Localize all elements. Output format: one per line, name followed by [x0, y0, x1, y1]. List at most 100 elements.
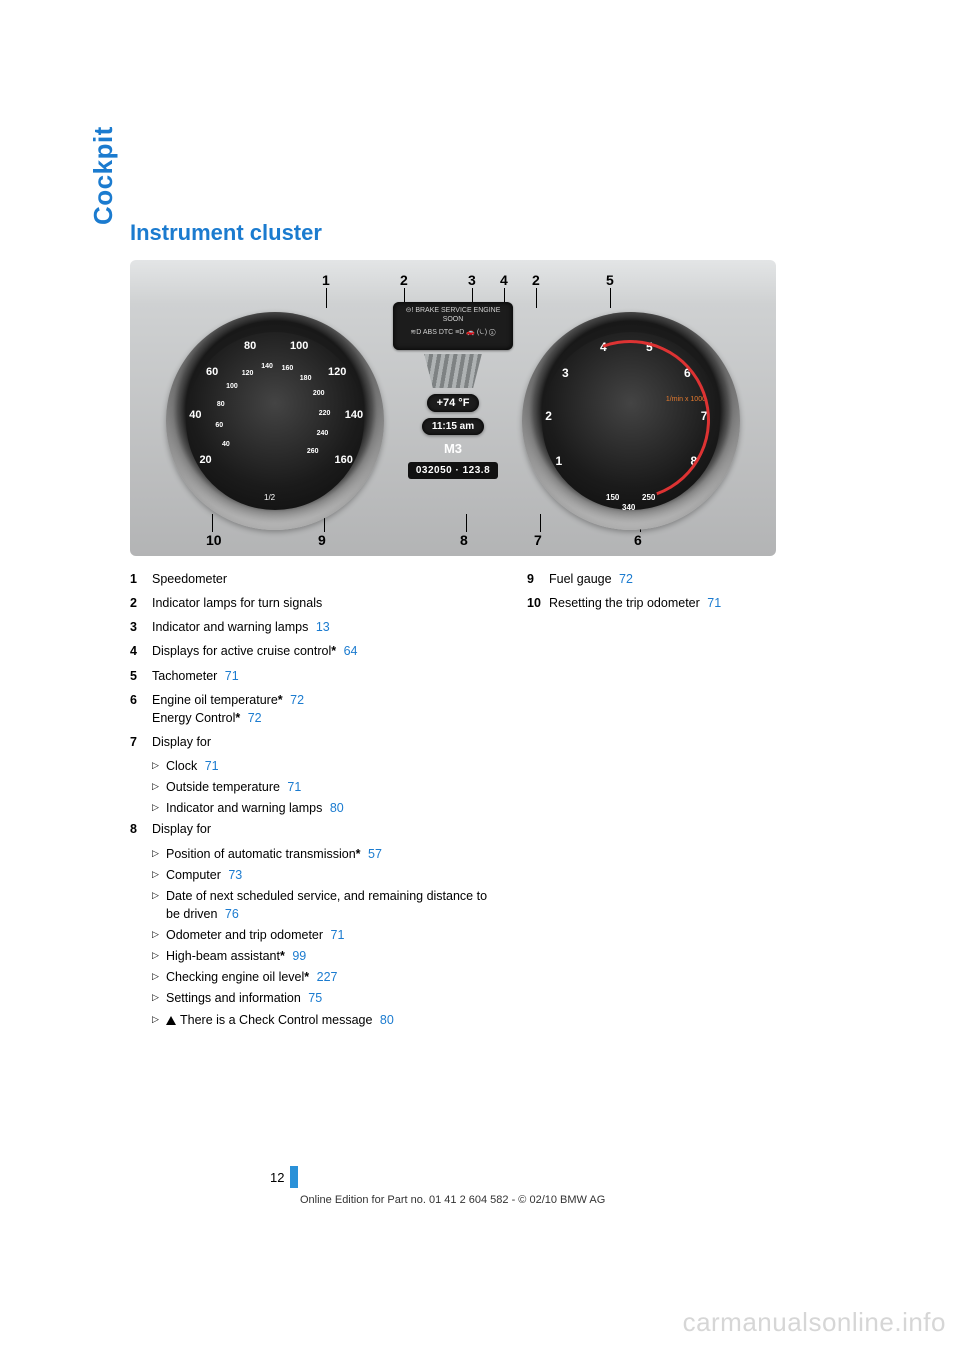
legend-subitem: ▷Position of automatic transmission* 57: [152, 845, 503, 863]
legend-item-number: 7: [130, 733, 152, 751]
page-reference-link[interactable]: 71: [707, 596, 721, 610]
legend-subitem: ▷Clock 71: [152, 757, 503, 775]
gauge-tick: 60: [206, 366, 218, 378]
page-reference-link[interactable]: 227: [317, 970, 338, 984]
page-reference-link[interactable]: 75: [308, 991, 322, 1005]
side-tab-label: Cockpit: [88, 126, 119, 225]
page-reference-link[interactable]: 72: [248, 711, 262, 725]
warning-mid-row: ≋D ABS DTC ≡D 🚗 (⏾) ⓐ: [399, 328, 507, 337]
warning-lamp-panel: ⊝! BRAKE SERVICE ENGINE SOON ≋D ABS DTC …: [393, 302, 513, 350]
oil-right-label: 250: [642, 493, 655, 502]
tachometer-gauge: 12345678 1/min x 1000 150 250 340: [522, 312, 740, 530]
legend-subitem: ▷Computer 73: [152, 866, 503, 884]
legend-item-text: Speedometer: [152, 572, 227, 586]
triangle-bullet-icon: ▷: [152, 926, 166, 944]
triangle-bullet-icon: ▷: [152, 757, 166, 775]
page-reference-link[interactable]: 13: [316, 620, 330, 634]
legend-item-number: 8: [130, 820, 152, 838]
warning-top-row: ⊝! BRAKE SERVICE ENGINE SOON: [399, 306, 507, 324]
gauge-tick: 60: [215, 422, 223, 429]
odometer-display: 032050 · 123.8: [408, 462, 498, 479]
page-reference-link[interactable]: 73: [228, 868, 242, 882]
legend-item-text: Display for: [152, 822, 211, 836]
cruise-display-icon: [417, 354, 489, 388]
legend-subitem-text: Date of next scheduled service, and rema…: [166, 887, 503, 923]
oil-left-label: 150: [606, 493, 619, 502]
oil-mid-label: 340: [622, 503, 635, 512]
legend-subitem-text: Settings and information 75: [166, 989, 322, 1007]
page-number-bar-icon: [290, 1166, 298, 1188]
triangle-bullet-icon: ▷: [152, 866, 166, 884]
triangle-bullet-icon: ▷: [152, 989, 166, 1007]
page-reference-link[interactable]: 64: [344, 644, 358, 658]
page-reference-link[interactable]: 99: [292, 949, 306, 963]
gauge-tick: 120: [328, 366, 346, 378]
legend-item: 7Display for: [130, 733, 503, 751]
gauge-tick: 220: [319, 410, 331, 417]
legend-subitem-text: Odometer and trip odometer 71: [166, 926, 344, 944]
gauge-tick: 80: [244, 340, 256, 352]
legend-item-number: 1: [130, 570, 152, 588]
page-reference-link[interactable]: 57: [368, 847, 382, 861]
legend-subitem: ▷High-beam assistant* 99: [152, 947, 503, 965]
outside-temp-display: +74 °F: [427, 394, 480, 412]
legend-subitem: ▷Settings and information 75: [152, 989, 503, 1007]
page-reference-link[interactable]: 80: [330, 801, 344, 815]
triangle-bullet-icon: ▷: [152, 799, 166, 817]
page-number-block: 12: [270, 1166, 298, 1188]
page-reference-link[interactable]: 71: [205, 759, 219, 773]
legend-item: 8Display for: [130, 820, 503, 838]
legend-subitem-text: High-beam assistant* 99: [166, 947, 306, 965]
legend-subitem: ▷There is a Check Control message 80: [152, 1011, 503, 1029]
figure-callout-bottom: 10: [206, 532, 222, 548]
page-reference-link[interactable]: 72: [290, 693, 304, 707]
legend-item-number: 9: [527, 570, 549, 588]
legend-left-column: 1Speedometer 2Indicator lamps for turn si…: [130, 570, 503, 1032]
page-reference-link[interactable]: 71: [287, 780, 301, 794]
legend-item-number: 6: [130, 691, 152, 727]
page-reference-link[interactable]: 80: [380, 1013, 394, 1027]
figure-callout-bottom: 7: [534, 532, 542, 548]
triangle-bullet-icon: ▷: [152, 778, 166, 796]
warning-triangle-icon: [166, 1016, 176, 1025]
page-reference-link[interactable]: 72: [619, 572, 633, 586]
instrument-cluster-figure: 123425 109876 20406080100120140160406080…: [130, 260, 776, 556]
gauge-tick: 200: [313, 390, 325, 397]
legend-item-number: 4: [130, 642, 152, 660]
clock-display: 11:15 am: [422, 418, 484, 435]
gauge-tick: 100: [226, 383, 238, 390]
triangle-bullet-icon: ▷: [152, 1011, 166, 1029]
legend-subitem-text: Computer 73: [166, 866, 242, 884]
legend-item-text: Displays for active cruise control*: [152, 644, 336, 658]
page-reference-link[interactable]: 71: [331, 928, 345, 942]
footer-copyright: Online Edition for Part no. 01 41 2 604 …: [300, 1194, 605, 1206]
legend-item-text: Indicator and warning lamps: [152, 620, 308, 634]
gauge-tick: 20: [199, 454, 211, 466]
gauge-tick: 160: [282, 365, 294, 372]
triangle-bullet-icon: ▷: [152, 845, 166, 863]
section-heading: Instrument cluster: [130, 220, 900, 246]
fuel-half-label: 1/2: [264, 493, 275, 502]
legend-subitem-text: Indicator and warning lamps 80: [166, 799, 344, 817]
gauge-tick: 240: [317, 430, 329, 437]
legend-item: 6Engine oil temperature* 72Energy Contro…: [130, 691, 503, 727]
legend-columns: 1Speedometer 2Indicator lamps for turn si…: [130, 570, 900, 1032]
legend-item: 4Displays for active cruise control* 64: [130, 642, 503, 660]
figure-callout-top: 3: [468, 272, 476, 288]
legend-item-text: Fuel gauge: [549, 572, 612, 586]
legend-item: 2Indicator lamps for turn signals: [130, 594, 503, 612]
gauge-tick: 80: [217, 401, 225, 408]
figure-callout-bottom: 6: [634, 532, 642, 548]
gauge-tick: 100: [290, 340, 308, 352]
legend-right-column: 9Fuel gauge 7210Resetting the trip odome…: [527, 570, 900, 1032]
page-reference-link[interactable]: 71: [225, 669, 239, 683]
center-info-stack: ⊝! BRAKE SERVICE ENGINE SOON ≋D ABS DTC …: [392, 302, 514, 479]
gauge-tick: 260: [307, 448, 319, 455]
legend-subitem-text: Clock 71: [166, 757, 219, 775]
legend-item-text: Energy Control* 72: [152, 709, 503, 727]
legend-item: 9Fuel gauge 72: [527, 570, 900, 588]
legend-subitem-text: Position of automatic transmission* 57: [166, 845, 382, 863]
legend-item: 5Tachometer 71: [130, 667, 503, 685]
page-reference-link[interactable]: 76: [225, 907, 239, 921]
legend-item-text: Display for: [152, 735, 211, 749]
